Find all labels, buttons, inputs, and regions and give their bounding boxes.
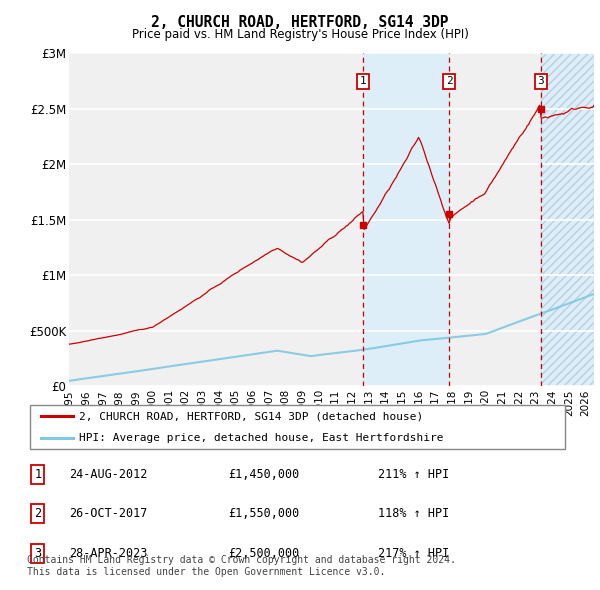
Text: 2, CHURCH ROAD, HERTFORD, SG14 3DP (detached house): 2, CHURCH ROAD, HERTFORD, SG14 3DP (deta… <box>79 411 423 421</box>
Text: 28-APR-2023: 28-APR-2023 <box>69 546 148 560</box>
Bar <box>541 53 594 386</box>
Text: £1,550,000: £1,550,000 <box>228 507 299 520</box>
Bar <box>541 53 594 386</box>
Bar <box>363 53 449 386</box>
Text: Price paid vs. HM Land Registry's House Price Index (HPI): Price paid vs. HM Land Registry's House … <box>131 28 469 41</box>
Text: 3: 3 <box>34 546 41 560</box>
Text: 26-OCT-2017: 26-OCT-2017 <box>69 507 148 520</box>
Text: 2, CHURCH ROAD, HERTFORD, SG14 3DP: 2, CHURCH ROAD, HERTFORD, SG14 3DP <box>151 15 449 30</box>
Text: 24-AUG-2012: 24-AUG-2012 <box>69 467 148 481</box>
Text: HPI: Average price, detached house, East Hertfordshire: HPI: Average price, detached house, East… <box>79 433 443 443</box>
Text: 118% ↑ HPI: 118% ↑ HPI <box>378 507 449 520</box>
Text: 1: 1 <box>34 467 41 481</box>
Text: 2: 2 <box>34 507 41 520</box>
Text: 3: 3 <box>538 77 544 86</box>
Text: 217% ↑ HPI: 217% ↑ HPI <box>378 546 449 560</box>
Text: Contains HM Land Registry data © Crown copyright and database right 2024.
This d: Contains HM Land Registry data © Crown c… <box>27 555 456 577</box>
Text: 1: 1 <box>360 77 367 86</box>
Text: 2: 2 <box>446 77 453 86</box>
Text: £1,450,000: £1,450,000 <box>228 467 299 481</box>
Text: £2,500,000: £2,500,000 <box>228 546 299 560</box>
Text: 211% ↑ HPI: 211% ↑ HPI <box>378 467 449 481</box>
